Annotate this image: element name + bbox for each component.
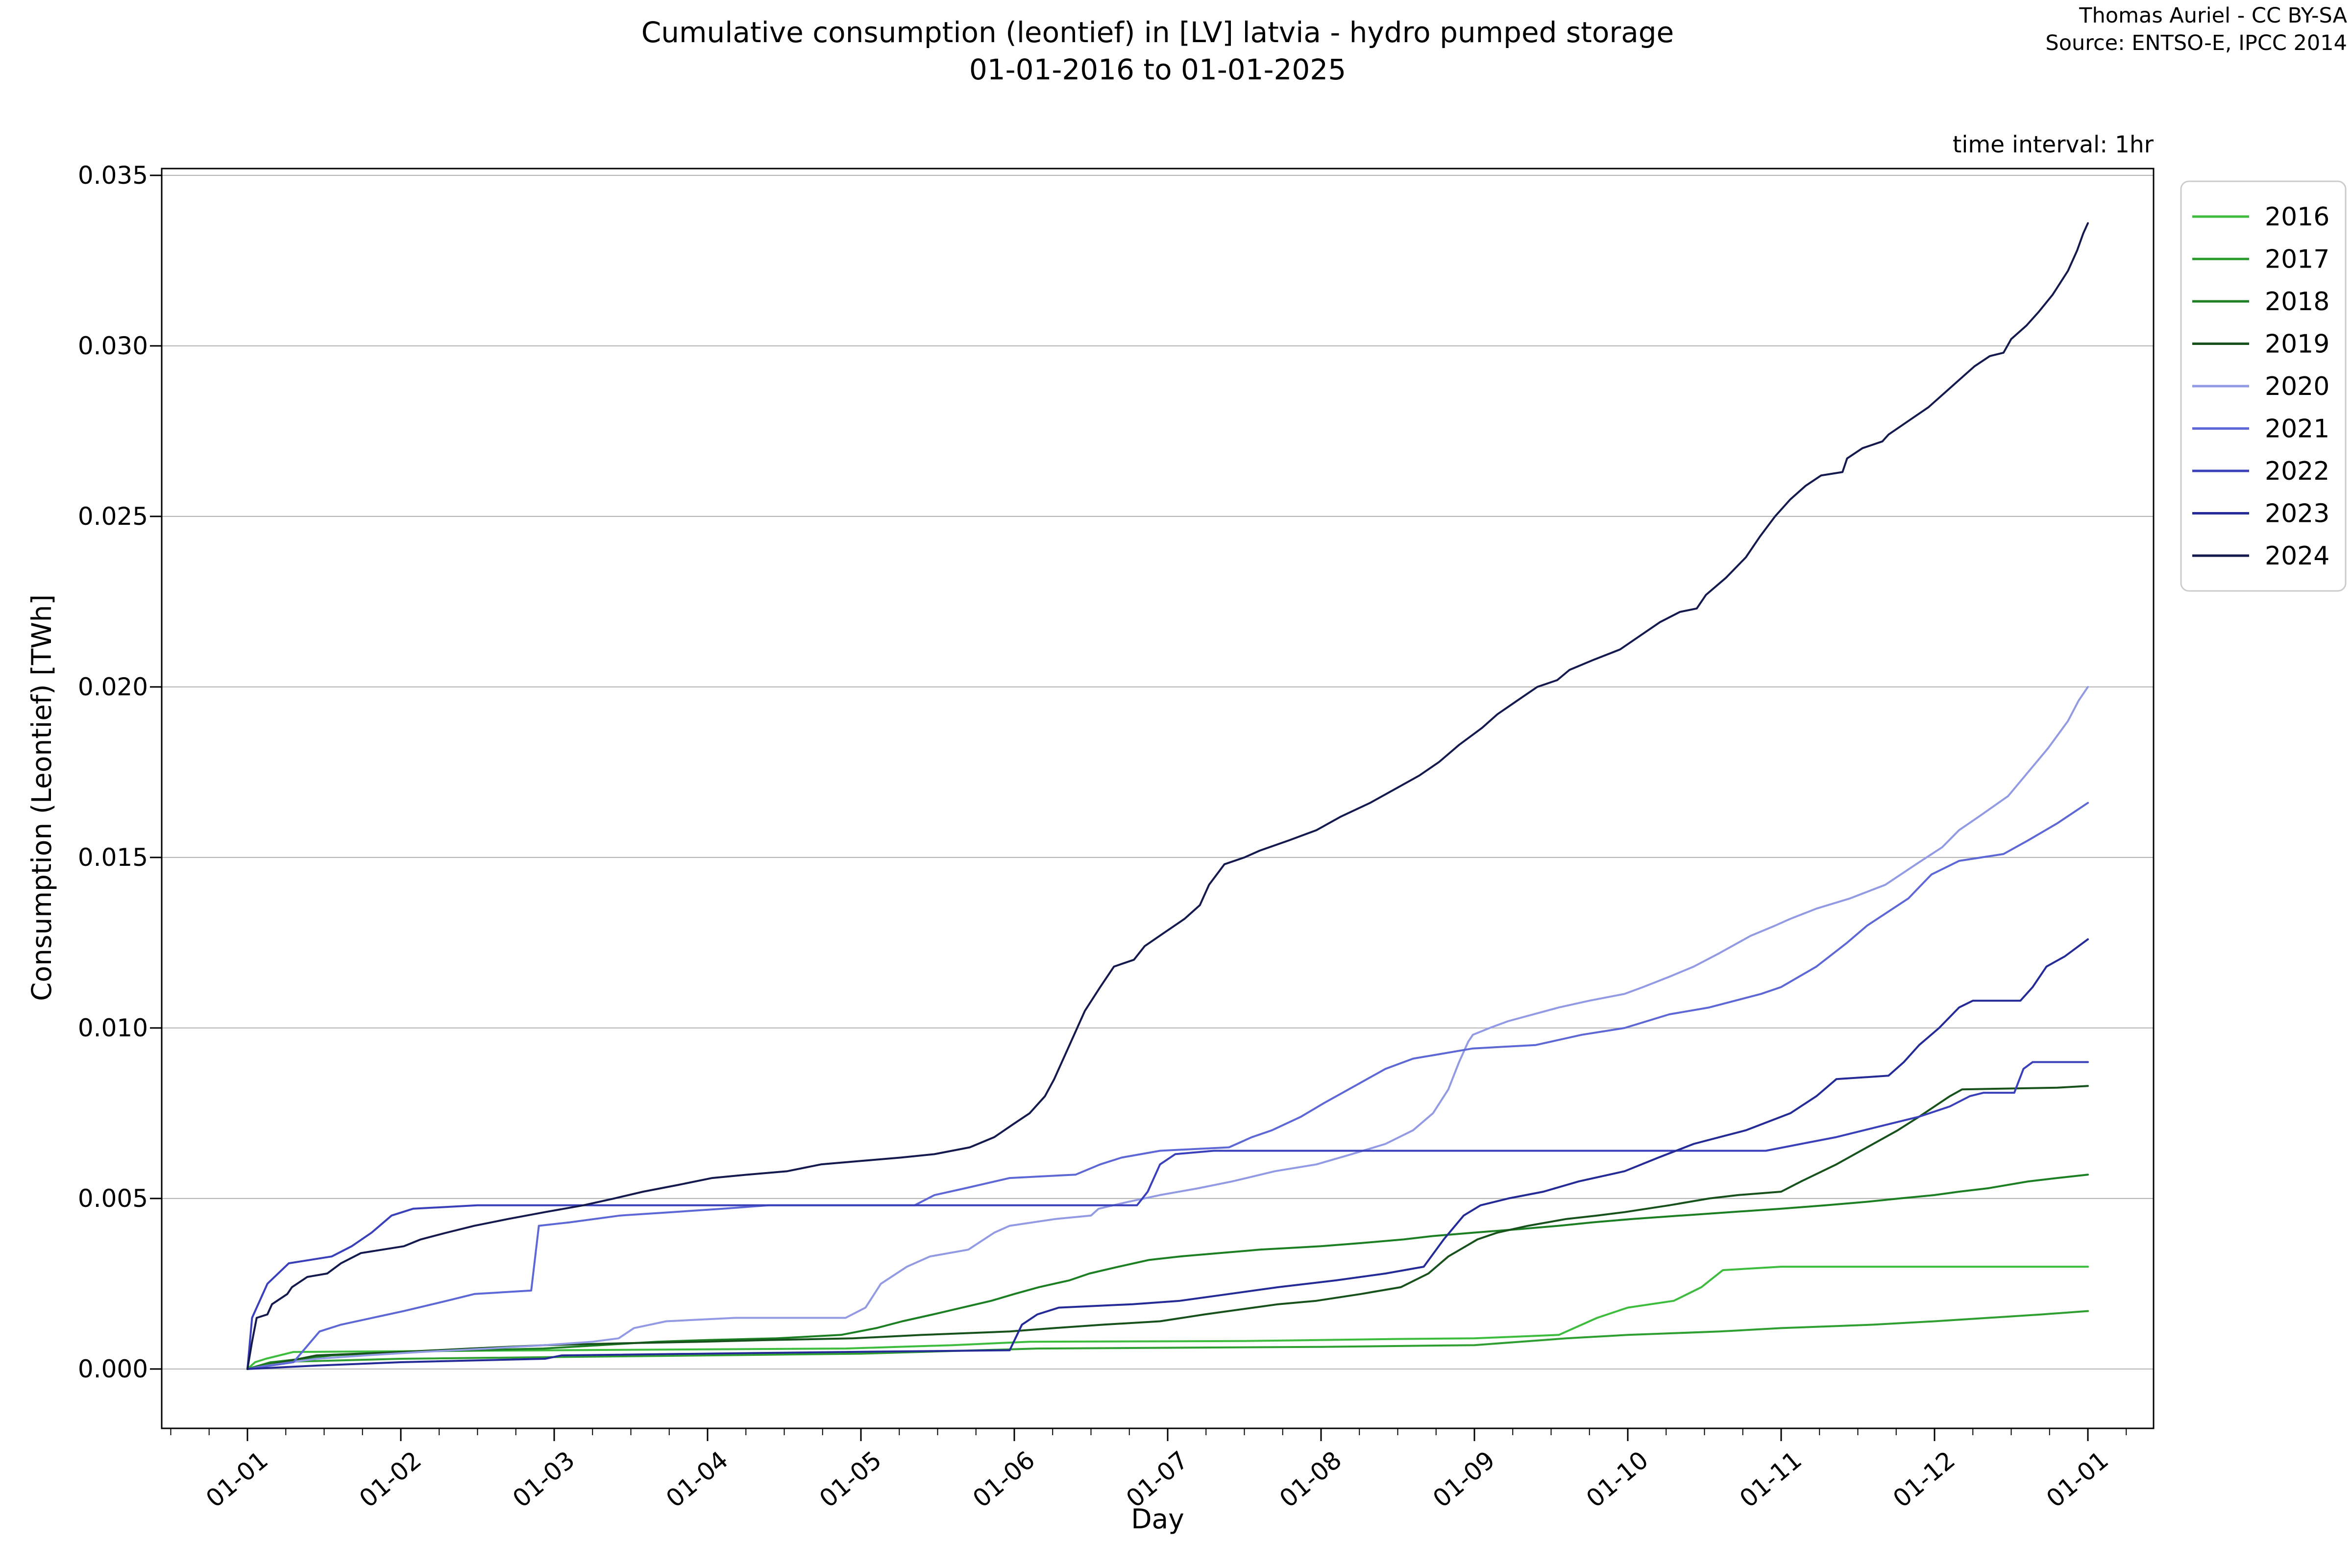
series-lines bbox=[246, 222, 2089, 1370]
y-tick-label: 0.035 bbox=[77, 161, 148, 190]
series-line-2022 bbox=[246, 1061, 2089, 1370]
legend-label-2024: 2024 bbox=[2265, 541, 2329, 571]
series-line-2020 bbox=[246, 686, 2089, 1370]
time-interval-note: time interval: 1hr bbox=[1952, 131, 2154, 158]
y-tick-label: 0.015 bbox=[77, 843, 148, 872]
legend-label-2020: 2020 bbox=[2265, 372, 2329, 401]
chart-title-line2: 01-01-2016 to 01-01-2025 bbox=[969, 53, 1347, 86]
chart-title-line1: Cumulative consumption (leontief) in [LV… bbox=[641, 16, 1674, 49]
series-line-2019 bbox=[246, 1085, 2089, 1370]
attribution-author: Thomas Auriel - CC BY-SA bbox=[2079, 3, 2347, 28]
legend-label-2019: 2019 bbox=[2265, 330, 2329, 359]
y-tick-label: 0.025 bbox=[77, 502, 148, 531]
legend-label-2016: 2016 bbox=[2265, 202, 2329, 232]
legend-label-2021: 2021 bbox=[2265, 415, 2329, 444]
legend-label-2023: 2023 bbox=[2265, 499, 2329, 529]
attribution-source: Source: ENTSO-E, IPCC 2014 bbox=[2045, 31, 2347, 55]
plot-border bbox=[161, 168, 2155, 1429]
series-line-2016 bbox=[246, 1266, 2089, 1370]
y-axis-title: Consumption (Leontief) [TWh] bbox=[26, 594, 57, 1001]
legend-label-2018: 2018 bbox=[2265, 287, 2329, 317]
y-tick-label: 0.030 bbox=[77, 331, 148, 360]
axes-frame bbox=[161, 168, 2155, 1429]
y-tick-label: 0.010 bbox=[77, 1013, 148, 1042]
attribution: Thomas Auriel - CC BY-SA Source: ENTSO-E… bbox=[2045, 2, 2347, 57]
series-line-2023 bbox=[246, 938, 2089, 1370]
legend-label-2022: 2022 bbox=[2265, 457, 2329, 486]
legend-label-2017: 2017 bbox=[2265, 245, 2329, 274]
y-tick-label: 0.005 bbox=[77, 1184, 148, 1213]
series-line-2018 bbox=[246, 1174, 2089, 1370]
y-tick-label: 0.020 bbox=[77, 672, 148, 701]
legend-box: 2016 2017 2018 2019 2020 2021 2022 2023 2024 bbox=[2180, 180, 2347, 592]
series-line-2024 bbox=[246, 222, 2089, 1370]
series-line-2021 bbox=[246, 802, 2089, 1370]
chart-title: Cumulative consumption (leontief) in [LV… bbox=[162, 14, 2154, 88]
y-tick-label: 0.000 bbox=[77, 1354, 148, 1383]
gridlines bbox=[162, 174, 2154, 1370]
x-axis-title: Day bbox=[1131, 1503, 1184, 1535]
legend-frame bbox=[2180, 180, 2347, 592]
series-line-2017 bbox=[246, 1310, 2089, 1370]
tick-marks bbox=[150, 174, 2127, 1441]
